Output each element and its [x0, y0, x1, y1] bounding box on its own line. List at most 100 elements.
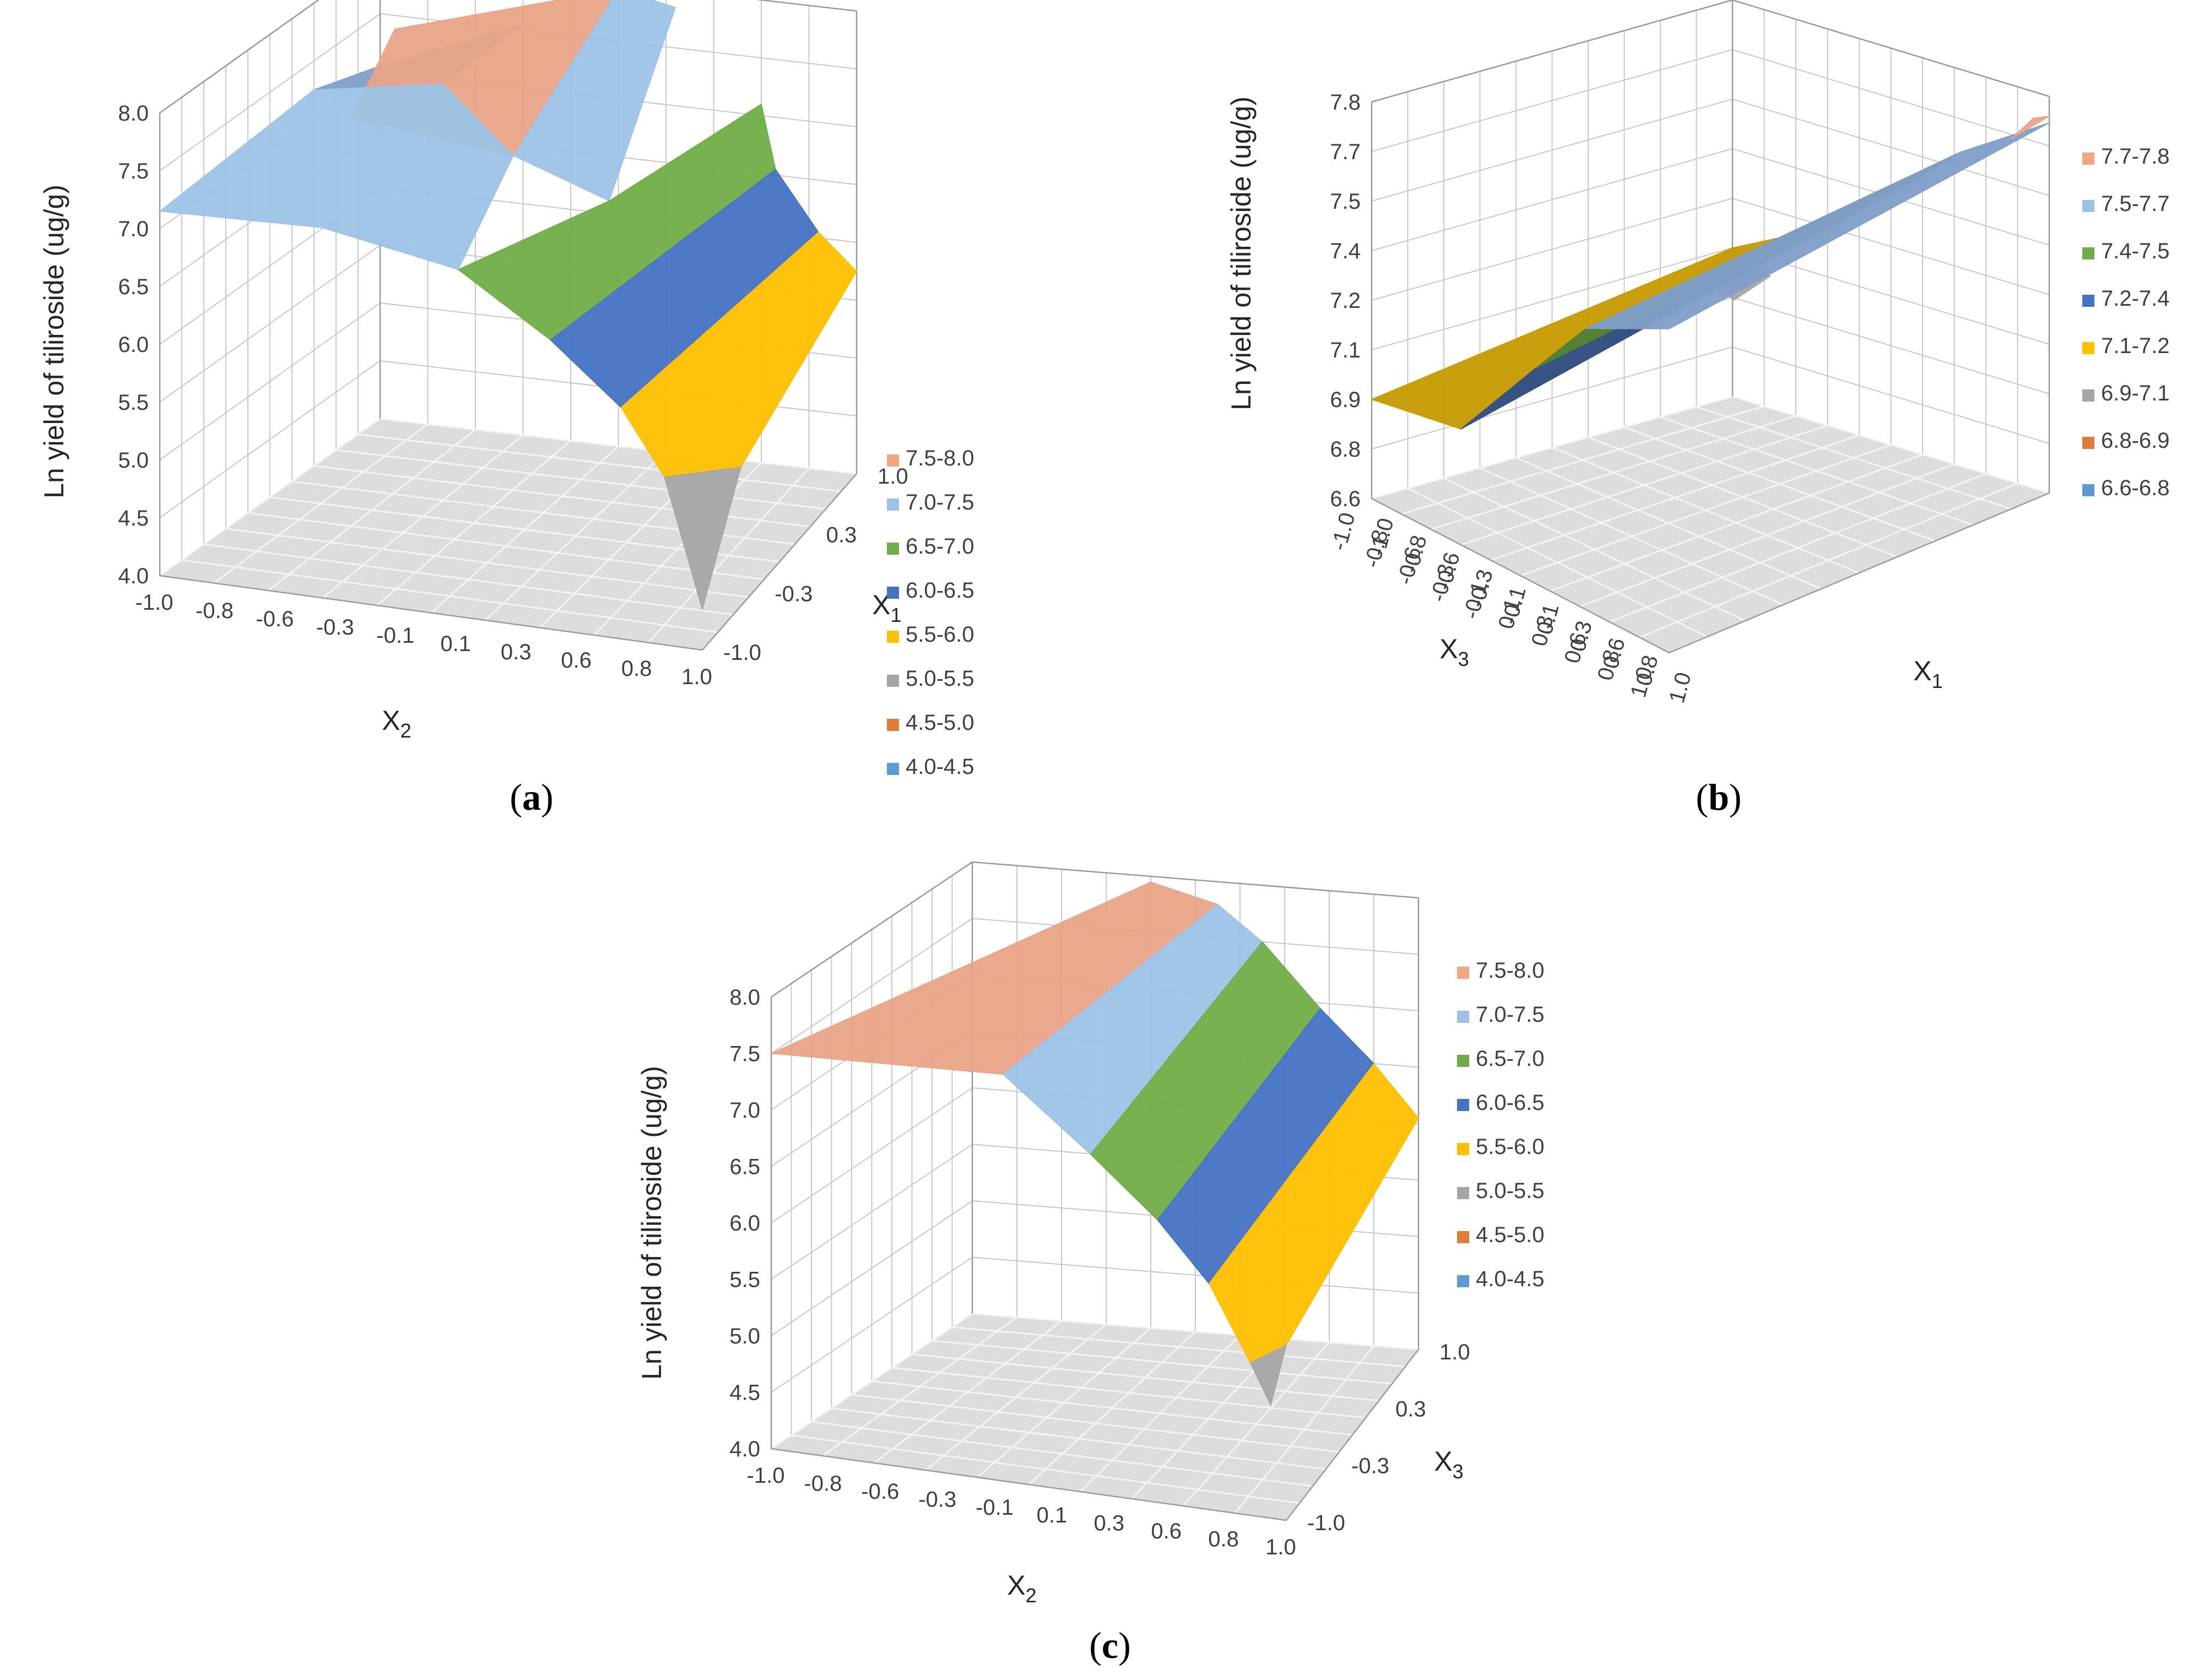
y-tick-label: 0.3	[1527, 613, 1558, 649]
axis-frame	[159, 11, 858, 651]
y-axis-label: X3	[1434, 1446, 1463, 1483]
z-axis-label: Ln yield of tiliroside (ug/g)	[636, 1066, 667, 1380]
surface-band	[1585, 122, 2050, 329]
floor-gridline	[647, 467, 810, 643]
legend-label: 7.5-7.7	[2101, 192, 2170, 216]
floor-gridline	[1660, 416, 1974, 526]
y-tick-label: 0.6	[1560, 630, 1591, 666]
legend: 7.5-8.0 7.0-7.5 6.5-7.0 6.0-6.5 5.5-6.0 5.0-5…	[1457, 958, 1545, 1291]
z-tick-label: 4.5	[729, 1381, 760, 1405]
legend-label: 6.0-6.5	[906, 578, 974, 603]
x-tick-label: 0.1	[1037, 1503, 1068, 1527]
x-axis-label-sub: 2	[1026, 1584, 1037, 1607]
legend-swatch	[887, 587, 899, 599]
panel-caption-close: )	[541, 776, 554, 818]
y-tick-label: 0.3	[1395, 1397, 1426, 1421]
floor-gridline	[1550, 453, 1923, 592]
z-axis-label: Ln yield of tiliroside (ug/g)	[39, 185, 69, 498]
legend-swatch	[887, 454, 899, 467]
x-axis-label-sub: 1	[1932, 670, 1943, 692]
x-tick-label: 0.8	[1208, 1527, 1239, 1552]
chart-panel-b: 6.6 6.8 6.9 7.1 7.2 7.4 7.5 7.7 7.8 -1.0 -0.8 -0.6-…	[1226, 0, 2170, 818]
y-axis-label-sub: 3	[1453, 1460, 1464, 1483]
legend-swatch	[887, 498, 899, 511]
z-tick-label: 7.7	[1330, 140, 1361, 164]
floor-gridline	[358, 433, 842, 492]
legend: 7.7-7.8 7.5-7.7 7.4-7.5 7.2-7.4 7.1-7.2 6.9-7…	[2082, 144, 2170, 500]
legend-swatch	[2082, 295, 2094, 307]
y-tick-label: -0.3	[1351, 1454, 1389, 1478]
legend-swatch	[2082, 437, 2094, 449]
x-tick-label: -0.8	[196, 599, 234, 623]
legend-swatch	[887, 719, 899, 731]
axis-frame	[1371, 96, 2050, 654]
y-tick-label: 0.3	[826, 523, 857, 548]
x-axis-label: X1	[1913, 655, 1942, 692]
legend-label: 4.5-5.0	[1476, 1223, 1545, 1247]
floor-gridline	[912, 1353, 1379, 1402]
floor-gridline	[972, 1313, 1419, 1351]
y-tick-label: -0.3	[775, 582, 813, 606]
legend-swatch	[1457, 1187, 1469, 1199]
z-tick-label: 4.5	[118, 506, 149, 530]
legend-swatch	[2082, 389, 2094, 402]
floor-gridline	[1623, 426, 1936, 542]
x-axis-label-main: X	[382, 705, 400, 736]
x-tick-label: 0.3	[1094, 1511, 1125, 1536]
z-tick-label: 4.0	[118, 564, 149, 588]
legend-swatch	[887, 543, 899, 555]
y-tick-label: -0.3	[1426, 561, 1459, 604]
panel-caption-letter: b	[1708, 776, 1729, 818]
axis-frame	[770, 898, 1420, 1521]
legend-label: 7.5-8.0	[906, 446, 974, 470]
panel-caption-open: (	[510, 776, 522, 818]
y-axis-label-sub: 1	[891, 604, 902, 626]
z-tick-label: 7.5	[729, 1042, 760, 1066]
x-tick-label: 0.1	[440, 632, 471, 656]
y-tick-label: -1.0	[723, 641, 761, 665]
y-axis-label-main: X	[1439, 633, 1458, 664]
legend-label: 7.0-7.5	[1476, 1002, 1545, 1027]
floor-gridline	[1579, 463, 1955, 608]
legend-label: 7.0-7.5	[906, 490, 974, 514]
chart-panel-a: 4.04.55.05.56.06.57.07.58.0-1.0 -0.8 -0.6-…	[39, 0, 974, 818]
floor-gridline	[1696, 406, 2012, 510]
z-tick-label: 6.6	[1330, 487, 1361, 511]
floor-gridline	[1588, 436, 1898, 558]
floor-gridline	[1079, 1334, 1241, 1493]
y-tick-label: 1.0	[1626, 664, 1658, 700]
legend-label: 6.5-7.0	[906, 534, 974, 559]
x-axis-label: X2	[1007, 1570, 1036, 1607]
legend-label: 6.6-6.8	[2101, 476, 2170, 500]
legend-label: 6.8-6.9	[2101, 429, 2170, 453]
x-tick-label: -0.1	[376, 624, 414, 648]
x-tick-label: -0.6	[256, 607, 294, 631]
z-tick-label: 5.0	[118, 448, 149, 473]
x-tick-label: -0.3	[316, 615, 354, 640]
legend-label: 6.0-6.5	[1476, 1091, 1545, 1115]
legend-swatch	[1457, 1231, 1469, 1243]
panel-caption: (c)	[1089, 1624, 1131, 1666]
floor-gridline	[1182, 1342, 1330, 1506]
axis-frame	[159, 0, 857, 114]
y-tick-label: -0.6	[1393, 544, 1426, 587]
x-axis-label-main: X	[1007, 1570, 1025, 1601]
legend-swatch	[1457, 1143, 1469, 1155]
y-tick-label: -0.8	[1360, 527, 1393, 570]
legend-label: 5.5-6.0	[1476, 1135, 1545, 1159]
floor-gridline	[952, 1326, 1406, 1368]
x-tick-label: 1.0	[681, 665, 712, 689]
floor-gridline	[1639, 483, 2018, 638]
legend-label: 6.5-7.0	[1476, 1047, 1545, 1071]
y-tick-label: -1.0	[1327, 510, 1360, 553]
legend: 7.5-8.0 7.0-7.5 6.5-7.0 6.0-6.5 5.5-6.0 5.0-5…	[887, 446, 974, 779]
legend-label: 4.0-4.5	[1476, 1267, 1545, 1291]
z-tick-label: 4.0	[729, 1437, 760, 1461]
z-tick-label: 6.5	[729, 1155, 760, 1179]
floor-gridline	[1551, 447, 1860, 574]
z-tick-label: 6.9	[1330, 388, 1361, 412]
legend-label: 5.0-5.5	[906, 666, 974, 691]
y-axis-label-sub: 3	[1458, 648, 1469, 670]
x-tick-label: -0.8	[804, 1471, 842, 1495]
